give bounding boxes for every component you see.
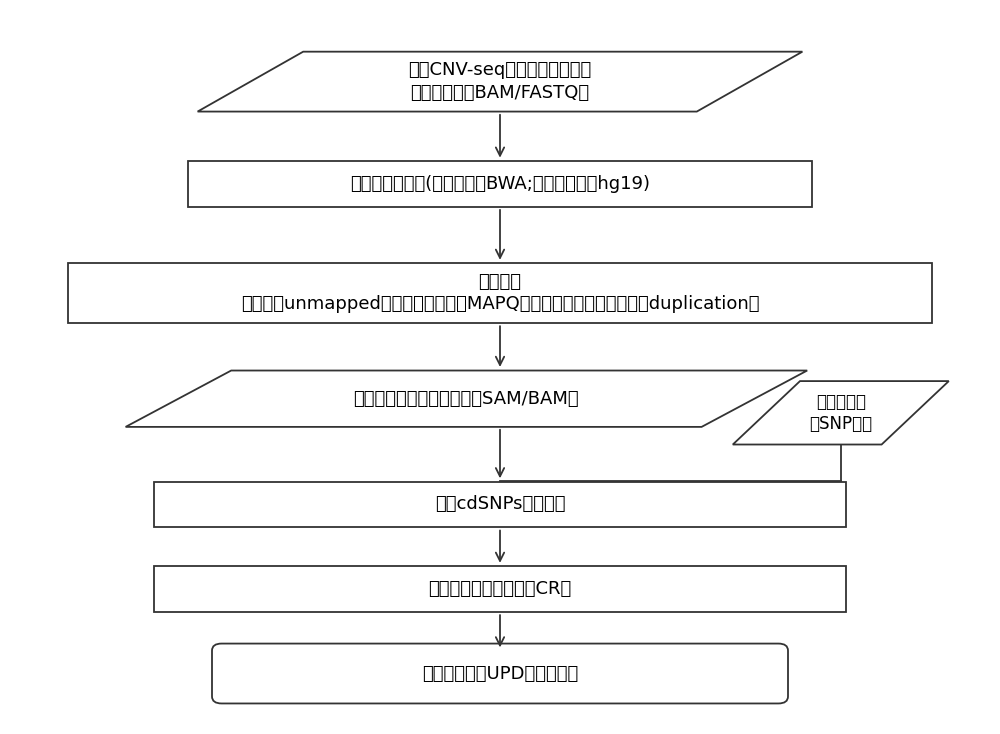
Bar bbox=[68, 263, 932, 323]
Bar bbox=[154, 482, 846, 527]
Polygon shape bbox=[198, 51, 802, 112]
Text: 计算样本间各染色体的CR值: 计算样本间各染色体的CR值 bbox=[428, 580, 572, 598]
Text: （文件格式：BAM/FASTQ）: （文件格式：BAM/FASTQ） bbox=[410, 84, 590, 102]
Text: 胎儿是否存在UPD的结果判断: 胎儿是否存在UPD的结果判断 bbox=[422, 664, 578, 683]
Text: 无比对（unmapped）、低比对质量（MAPQ或测序质量低）、多重复（duplication）: 无比对（unmapped）、低比对质量（MAPQ或测序质量低）、多重复（dupl… bbox=[241, 295, 759, 313]
Text: 比对参考基因组(比对软件：BWA;参考基因组：hg19): 比对参考基因组(比对软件：BWA;参考基因组：hg19) bbox=[350, 175, 650, 193]
Polygon shape bbox=[126, 371, 807, 427]
FancyBboxPatch shape bbox=[212, 644, 788, 703]
Bar bbox=[188, 161, 812, 207]
Text: 序列过滤: 序列过滤 bbox=[479, 273, 522, 291]
Text: 获取cdSNPs位点列表: 获取cdSNPs位点列表 bbox=[435, 495, 565, 513]
Bar bbox=[154, 566, 846, 612]
Text: 家系CNV-seq测序下机数据文件: 家系CNV-seq测序下机数据文件 bbox=[408, 62, 592, 79]
Polygon shape bbox=[733, 381, 949, 445]
Text: 唯一比对序列（文件格式：SAM/BAM）: 唯一比对序列（文件格式：SAM/BAM） bbox=[354, 390, 579, 407]
Text: 合SNP位点: 合SNP位点 bbox=[809, 415, 872, 433]
Text: 人群高频杂: 人群高频杂 bbox=[816, 393, 866, 410]
